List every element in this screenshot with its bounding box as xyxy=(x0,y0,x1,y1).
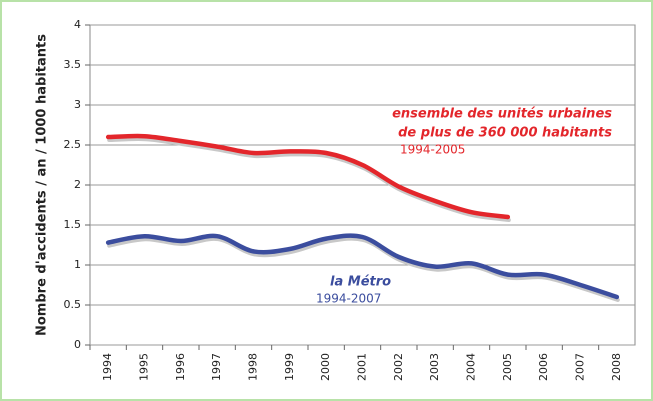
series-period: 1994-2005 xyxy=(400,143,465,157)
y-tick-label: 0 xyxy=(74,338,81,351)
x-tick-label: 1996 xyxy=(174,353,187,381)
y-tick-label: 3.5 xyxy=(64,58,82,71)
x-tick-label: 2006 xyxy=(537,353,550,381)
y-tick-label: 1 xyxy=(74,258,81,271)
y-tick-label: 0.5 xyxy=(64,298,82,311)
x-tick-label: 1994 xyxy=(101,353,114,381)
y-axis-label: Nombre d'accidents / an / 1000 habitants xyxy=(35,34,50,336)
y-tick-label: 3 xyxy=(74,98,81,111)
x-tick-label: 2000 xyxy=(319,353,332,381)
x-tick-label: 2003 xyxy=(428,353,441,381)
x-tick-label: 2004 xyxy=(465,353,478,381)
x-tick-label: 2008 xyxy=(610,353,623,381)
x-tick-label: 1997 xyxy=(210,353,223,381)
series-period: 1994-2007 xyxy=(316,292,381,306)
series-label: ensemble des unités urbaines xyxy=(392,107,612,122)
y-tick-label: 4 xyxy=(74,18,81,31)
x-tick-label: 2002 xyxy=(392,353,405,381)
x-tick-label: 2005 xyxy=(501,353,514,381)
y-tick-label: 1.5 xyxy=(64,218,82,231)
series-line xyxy=(105,233,620,300)
y-tick-label: 2.5 xyxy=(64,138,82,151)
x-tick-label: 1995 xyxy=(138,353,151,381)
x-tick-label: 1999 xyxy=(283,353,296,381)
x-tick-label: 2001 xyxy=(356,353,369,381)
x-tick-label: 1998 xyxy=(247,353,260,381)
y-tick-label: 2 xyxy=(74,178,81,191)
line-shadow xyxy=(107,137,511,222)
x-tick-label: 2007 xyxy=(574,353,587,381)
series-label: la Métro xyxy=(330,275,391,290)
line-shadow xyxy=(107,236,620,302)
series-label: de plus de 360 000 habitants xyxy=(398,126,612,141)
series-line xyxy=(105,133,511,220)
